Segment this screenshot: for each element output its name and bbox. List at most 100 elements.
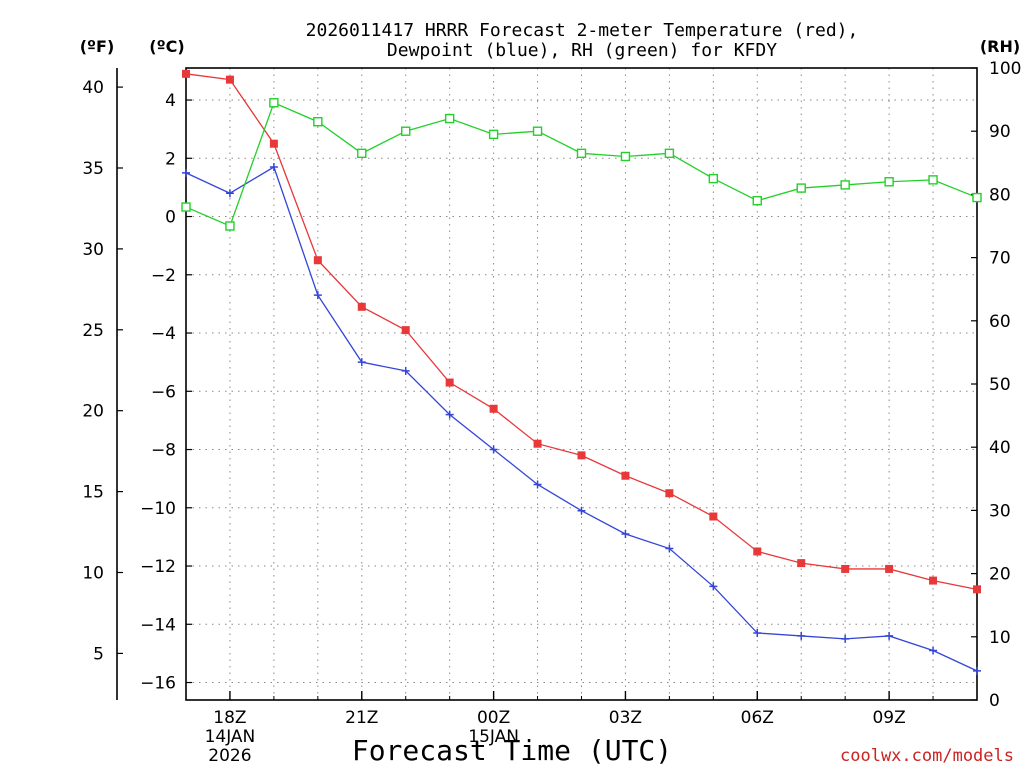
temperature-point — [445, 378, 454, 387]
dewpoint-point — [885, 631, 894, 640]
fahrenheit-tick-label: 5 — [93, 644, 104, 664]
dewpoint-point — [709, 582, 718, 591]
rh-tick-label: 20 — [989, 565, 1011, 585]
series-temperature — [182, 69, 981, 594]
celsius-tick-label: 0 — [165, 208, 176, 228]
rh-tick-label: 40 — [989, 438, 1011, 458]
dewpoint-point — [182, 168, 190, 177]
temperature-point — [313, 256, 322, 265]
temperature-point — [357, 302, 366, 311]
x-tick-label: 21Z — [345, 708, 378, 728]
data-series — [181, 69, 982, 675]
dewpoint-point — [313, 291, 322, 300]
temperature-point — [182, 69, 190, 78]
temperature-point — [533, 439, 542, 448]
rh-tick-label: 50 — [989, 375, 1011, 395]
fahrenheit-tick-label: 25 — [82, 321, 104, 341]
temperature-point — [797, 559, 806, 568]
rh-tick-label: 60 — [989, 312, 1011, 332]
rh-tick-label: 90 — [989, 122, 1011, 142]
axes: 420−2−4−6−8−10−12−14−1640353025201510510… — [82, 59, 1021, 766]
rh-tick-label: 80 — [989, 185, 1011, 205]
dewpoint-point — [489, 445, 498, 454]
dewpoint-point — [797, 631, 806, 640]
dewpoint-point — [577, 506, 586, 515]
dewpoint-point — [269, 163, 278, 172]
fahrenheit-tick-label: 30 — [82, 240, 104, 260]
celsius-unit-label: (ºC) — [149, 37, 184, 56]
x-tick-label: 03Z — [609, 708, 642, 728]
credit-label: coolwx.com/models — [840, 746, 1014, 766]
temperature-point — [269, 139, 278, 148]
rh-point — [357, 148, 367, 159]
rh-point — [225, 221, 235, 231]
x-date-label: 14JAN — [205, 727, 256, 747]
dewpoint-point — [929, 646, 938, 655]
fahrenheit-tick-label: 40 — [82, 78, 104, 98]
fahrenheit-tick-label: 20 — [82, 402, 104, 422]
x-date-label: 15JAN — [468, 727, 519, 747]
rh-point — [928, 175, 938, 185]
x-tick-label: 18Z — [213, 708, 246, 728]
rh-point — [269, 98, 279, 108]
temperature-point — [841, 564, 850, 573]
dewpoint-point — [753, 629, 762, 638]
grid-lines — [186, 68, 977, 700]
dewpoint-point — [225, 189, 234, 198]
temperature-point — [709, 512, 718, 521]
plot-frame — [185, 67, 978, 701]
x-tick-label: 00Z — [477, 708, 510, 728]
x-axis-title: Forecast Time (UTC) — [352, 734, 672, 767]
celsius-tick-label: 4 — [165, 91, 176, 111]
fahrenheit-tick-label: 15 — [82, 483, 104, 503]
rh-point — [181, 202, 191, 212]
celsius-tick-label: −4 — [151, 324, 176, 344]
rh-point — [313, 117, 323, 127]
series-dewpoint — [182, 163, 981, 675]
rh-point — [444, 113, 455, 124]
rh-point — [620, 151, 631, 162]
fahrenheit-tick-label: 10 — [82, 563, 104, 583]
dewpoint-point — [665, 544, 674, 553]
rh-point — [576, 148, 587, 159]
dewpoint-point — [401, 366, 410, 375]
rh-tick-label: 10 — [989, 628, 1011, 648]
rh-point — [796, 183, 806, 193]
rh-point — [972, 192, 982, 203]
x-tick-label: 06Z — [741, 708, 774, 728]
temperature-point — [489, 404, 498, 413]
temperature-point — [665, 489, 674, 498]
rh-point — [884, 177, 894, 187]
rh-point — [488, 129, 499, 140]
dewpoint-point — [445, 410, 454, 419]
rh-point — [401, 126, 411, 136]
rh-tick-label: 70 — [989, 249, 1011, 269]
rh-tick-label: 0 — [989, 691, 1000, 711]
celsius-tick-label: −12 — [140, 557, 176, 577]
celsius-tick-label: −2 — [151, 266, 176, 286]
rh-unit-label: (RH) — [980, 37, 1020, 56]
temperature-point — [753, 547, 762, 556]
celsius-tick-label: −16 — [140, 674, 176, 694]
celsius-tick-label: −10 — [140, 499, 176, 519]
celsius-tick-label: −8 — [151, 441, 176, 461]
temperature-point — [973, 585, 981, 594]
rh-point — [752, 196, 762, 206]
temperature-point — [225, 75, 234, 84]
series-rh — [181, 98, 982, 231]
x-year-label: 2026 — [208, 746, 251, 766]
rh-tick-label: 30 — [989, 501, 1011, 521]
celsius-tick-label: 2 — [165, 149, 176, 169]
fahrenheit-unit-label: (ºF) — [80, 37, 115, 56]
dewpoint-point — [533, 480, 542, 489]
temperature-point — [929, 576, 938, 585]
rh-tick-label: 100 — [989, 59, 1021, 79]
chart-title-line2: Dewpoint (blue), RH (green) for KFDY — [387, 40, 777, 61]
dewpoint-point — [973, 666, 981, 675]
temperature-point — [885, 564, 894, 573]
x-tick-label: 09Z — [872, 708, 905, 728]
rh-point — [532, 126, 543, 136]
dewpoint-point — [841, 634, 850, 643]
chart-title-line1: 2026011417 HRRR Forecast 2-meter Tempera… — [306, 20, 859, 41]
